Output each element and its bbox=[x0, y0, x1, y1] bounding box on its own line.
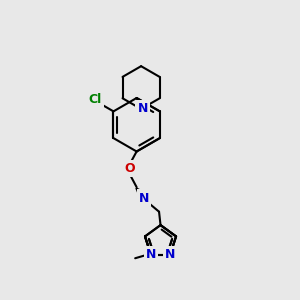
Text: Cl: Cl bbox=[89, 93, 102, 106]
Text: N: N bbox=[139, 192, 149, 205]
Text: N: N bbox=[165, 248, 175, 261]
Text: O: O bbox=[124, 162, 134, 175]
Text: N: N bbox=[146, 248, 156, 261]
Text: N: N bbox=[137, 103, 148, 116]
